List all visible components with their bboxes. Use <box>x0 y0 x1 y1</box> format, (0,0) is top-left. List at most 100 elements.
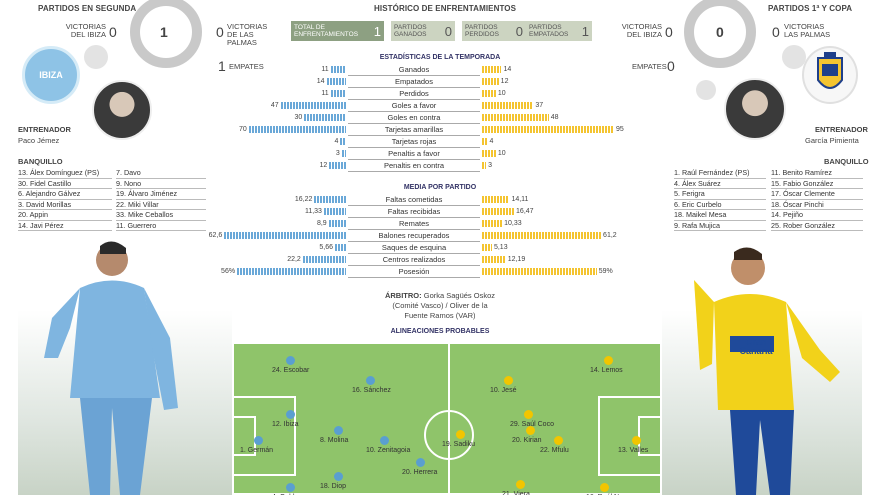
bench-player: 13. Álex Domínguez (PS) <box>18 168 112 179</box>
stat-row: Remates 8,9 10,33 <box>0 218 880 230</box>
lineups-title: ALINEACIONES PROBABLES <box>390 328 490 335</box>
palmas-player-name: 20. Kirian <box>512 437 542 444</box>
stat-row: Goles a favor 47 37 <box>0 100 880 112</box>
bar-palmas <box>482 138 488 145</box>
bench-player: 4. Álex Suárez <box>674 179 766 189</box>
stat-row: Penaltis en contra 12 3 <box>0 160 880 172</box>
palmas-player-marker <box>604 356 613 365</box>
value-palmas: 4 <box>489 138 494 145</box>
segunda-ring <box>130 0 202 68</box>
ibiza-player-name: 10. Zenitagoia <box>366 447 411 454</box>
palmas-player-name: 13. Valles <box>618 447 649 454</box>
ibiza-bench-col1: 13. Álex Domínguez (PS) 30. Fidel Castill… <box>18 168 112 231</box>
stat-row: Saques de esquina 5,66 5,13 <box>0 242 880 254</box>
lost-value: 0 <box>515 23 523 39</box>
bench-player: 18. Óscar Pinchi <box>771 200 863 210</box>
palmas-player-marker <box>456 430 465 439</box>
primera-ring <box>684 0 756 68</box>
bench-player: 7. Davo <box>116 168 206 179</box>
bench-player: 14. Pejiño <box>771 210 863 221</box>
value-ibiza: 5,66 <box>319 244 333 251</box>
bar-palmas <box>482 66 502 73</box>
segunda-title: PARTIDOS EN SEGUNDA <box>38 4 137 13</box>
bar-palmas <box>482 126 614 133</box>
total-box: TOTAL DE ENFRENTAMIENTOS 1 <box>291 21 384 41</box>
decor-dot <box>696 80 716 100</box>
bar-palmas <box>482 196 510 203</box>
stat-label: Centros realizados <box>348 254 480 266</box>
ibiza-player-name: 12. Ibiza <box>272 421 299 428</box>
bench-player: 6. Alejandro Gálvez <box>18 189 112 200</box>
ibiza-crest: IBIZA <box>22 46 80 104</box>
value-ibiza: 47 <box>270 102 279 109</box>
stat-label: Penaltis a favor <box>348 148 480 160</box>
bench-player: 19. Álvaro Jiménez <box>116 189 206 200</box>
bench-player: 30. Fidel Castillo <box>18 179 112 189</box>
stat-label: Faltas recibidas <box>348 206 480 218</box>
stat-row: Tarjetas rojas 4 4 <box>0 136 880 148</box>
stat-row: Perdidos 11 10 <box>0 88 880 100</box>
palmas-crest <box>802 46 858 104</box>
value-palmas: 95 <box>616 126 624 133</box>
ibiza-player-figure <box>44 241 178 495</box>
bench-player: 11. Benito Ramírez <box>771 168 863 179</box>
bar-palmas <box>482 150 496 157</box>
bench-player: 14. Javi Pérez <box>18 221 112 231</box>
value-palmas: 61,2 <box>603 232 617 239</box>
stat-label: Ganados <box>348 64 480 76</box>
segunda-wins-palmas-label: VICTORIAS DE LAS PALMAS <box>227 22 268 47</box>
value-palmas: 5,13 <box>493 244 508 251</box>
center-circle <box>424 410 474 460</box>
value-palmas: 10,33 <box>504 220 522 227</box>
palmas-bench-col1: 1. Raúl Fernández (PS) 4. Álex Suárez 5. F… <box>674 168 766 231</box>
value-ibiza: 8,9 <box>316 220 327 227</box>
stat-label: Remates <box>348 218 480 230</box>
stat-row: Balones recuperados 62,6 61,2 <box>0 230 880 242</box>
primera-title: PARTIDOS 1ª Y COPA <box>768 4 853 13</box>
bar-palmas <box>482 162 487 169</box>
bench-player: 20. Appin <box>18 210 112 221</box>
palmas-bench-col2: 11. Benito Ramírez 15. Fabio González 17. … <box>771 168 863 231</box>
referee: ÁRBITRO: Gorka Sagüés Oskoz (Comité Vasc… <box>384 291 496 321</box>
bench-player: 18. Maikel Mesa <box>674 210 766 221</box>
bar-ibiza <box>302 256 346 263</box>
bar-palmas <box>482 256 506 263</box>
bar-palmas <box>482 220 503 227</box>
segunda-draws: 1 <box>218 58 226 74</box>
bar-ibiza <box>237 268 346 275</box>
bar-ibiza <box>248 126 346 133</box>
ibiza-player-name: 20. Herrera <box>402 469 438 476</box>
ibiza-coach-photo <box>92 80 152 140</box>
bar-palmas <box>482 90 496 97</box>
stat-label: Tarjetas rojas <box>348 136 480 148</box>
stat-row: Centros realizados 22,2 12,19 <box>0 254 880 266</box>
value-ibiza: 14 <box>316 78 325 85</box>
value-palmas: 3 <box>488 162 493 169</box>
stat-label: Saques de esquina <box>348 242 480 254</box>
stat-row: Posesión 56% 59% <box>0 266 880 278</box>
referee-label: ÁRBITRO: <box>384 291 422 300</box>
won-label: PARTIDOS GANADOS <box>394 24 427 38</box>
value-ibiza: 11,33 <box>304 208 322 215</box>
bar-palmas <box>482 102 534 109</box>
stat-label: Faltas cometidas <box>348 194 480 206</box>
bar-ibiza <box>326 78 346 85</box>
value-palmas: 59% <box>598 268 613 275</box>
ibiza-bench-label: BANQUILLO <box>18 157 63 166</box>
ibiza-player-marker <box>366 376 375 385</box>
ibiza-player-name: 24. Escobar <box>272 367 310 374</box>
ibiza-coach-name: Paco Jémez <box>18 136 60 145</box>
bar-ibiza <box>329 162 346 169</box>
bench-player: 22. Miki Villar <box>116 200 206 210</box>
palmas-player-marker <box>516 480 525 489</box>
stat-label: Penaltis en contra <box>348 160 480 172</box>
palmas-player-name: 10. Jesé <box>490 387 517 394</box>
bench-player: 11. Guerrero <box>116 221 206 231</box>
decor-dot <box>84 45 108 69</box>
total-label: TOTAL DE ENFRENTAMIENTOS <box>294 24 359 38</box>
ibiza-player-marker <box>286 356 295 365</box>
stat-row: Goles en contra 30 48 <box>0 112 880 124</box>
palmas-player-marker <box>526 426 535 435</box>
ibiza-player-name: 8. Molina <box>320 437 349 444</box>
season-stats-title: ESTADÍSTICAS DE LA TEMPORADA <box>379 54 501 61</box>
